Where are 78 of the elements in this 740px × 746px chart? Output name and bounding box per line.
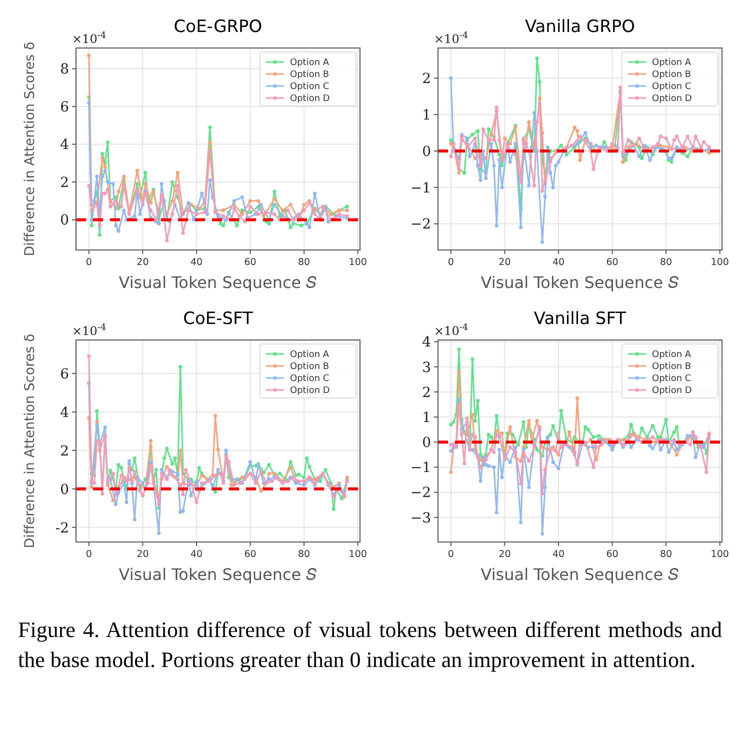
- x-axis-title: Visual Token Sequence 𝑆: [118, 273, 318, 292]
- y-tick-label: 4: [422, 334, 432, 351]
- x-tick-label: 100: [710, 549, 729, 560]
- y-axis-title: Difference in Attention Scores δ: [22, 42, 38, 256]
- y-tick-label: 3: [422, 360, 431, 376]
- text: ×10$^{-4}$: [72, 31, 106, 46]
- legend-label: Option A: [652, 350, 692, 360]
- text: ×10$^{-4}$: [434, 323, 468, 338]
- x-tick-label: 40: [552, 549, 565, 560]
- x-tick-label: 100: [348, 257, 367, 268]
- y-tick-label: 0: [60, 482, 69, 498]
- y-tick-label: 0: [422, 435, 431, 452]
- legend-label: Option B: [652, 70, 692, 80]
- y-tick-label: 6: [60, 366, 70, 382]
- x-axis-title: Visual Token Sequence 𝑆: [118, 565, 318, 584]
- y-tick-label: 1: [422, 410, 431, 426]
- x-tick-label: 100: [710, 257, 729, 268]
- x-tick-label: 0: [448, 549, 454, 560]
- chart-title: Vanilla GRPO: [524, 17, 636, 37]
- x-tick-label: 60: [606, 257, 618, 268]
- legend-label: Option B: [290, 362, 330, 372]
- y-tick-label: −2: [410, 485, 431, 502]
- x-axis-title: Visual Token Sequence 𝑆: [480, 273, 680, 292]
- x-tick-label: 20: [498, 549, 511, 560]
- legend-label: Option A: [652, 58, 692, 68]
- legend-label: Option A: [290, 58, 330, 68]
- text: ×10$^{-4}$: [434, 31, 468, 46]
- chart-title: Vanilla SFT: [534, 309, 627, 329]
- x-tick-label: 40: [190, 257, 203, 268]
- y-axis-title: Difference in Attention Scores δ: [22, 334, 38, 548]
- legend-label: Option D: [290, 94, 330, 104]
- y-tick-label: 4: [60, 404, 70, 421]
- y-tick-label: 2: [422, 71, 431, 88]
- legend-label: Option D: [652, 94, 692, 104]
- y-tick-label: −1: [410, 180, 431, 196]
- x-tick-label: 0: [86, 549, 92, 560]
- x-tick-label: 60: [606, 549, 618, 560]
- legend-label: Option D: [652, 386, 692, 396]
- chart-title: CoE-GRPO: [174, 17, 262, 37]
- y-tick-label: −2: [410, 216, 431, 233]
- x-tick-label: 40: [190, 549, 203, 560]
- y-tick-label: -2: [55, 520, 69, 536]
- legend-label: Option D: [290, 386, 330, 396]
- caption: Figure 4. Attention difference of visual tokens between different methods and the base model. Portions greater than 0 indicate an improvement in attention.: [17, 616, 723, 674]
- x-axis-title: Visual Token Sequence 𝑆: [480, 565, 680, 584]
- y-tick-label: 8: [60, 62, 69, 78]
- y-tick-label: 2: [60, 174, 69, 191]
- x-tick-label: 80: [298, 257, 310, 268]
- y-tick-label: −1: [410, 460, 431, 476]
- x-tick-label: 80: [660, 549, 672, 560]
- x-tick-label: 20: [136, 257, 149, 268]
- x-tick-label: 0: [448, 257, 454, 268]
- x-tick-label: 60: [244, 257, 256, 268]
- y-tick-label: 6: [60, 99, 70, 116]
- y-tick-label: 0: [422, 144, 431, 160]
- x-tick-label: 40: [552, 257, 565, 268]
- x-tick-label: 80: [298, 549, 310, 560]
- legend-label: Option A: [290, 350, 330, 360]
- x-tick-label: 60: [244, 549, 256, 560]
- y-tick-label: 2: [60, 443, 69, 460]
- chart-title: CoE-SFT: [183, 309, 254, 329]
- legend-label: Option C: [652, 82, 692, 92]
- y-tick-label: 2: [422, 384, 431, 401]
- y-tick-label: 4: [60, 137, 70, 154]
- legend-label: Option B: [652, 362, 692, 372]
- legend-label: Option C: [652, 374, 692, 384]
- legend-label: Option C: [290, 82, 330, 92]
- y-tick-label: −3: [410, 510, 431, 526]
- legend-label: Option C: [290, 374, 330, 384]
- x-tick-label: 80: [660, 257, 672, 268]
- x-tick-label: 100: [348, 549, 367, 560]
- y-tick-label: 1: [422, 108, 431, 124]
- x-tick-label: 0: [86, 257, 92, 268]
- y-tick-label: 0: [60, 212, 69, 229]
- x-tick-label: 20: [498, 257, 511, 268]
- legend-label: Option B: [290, 70, 330, 80]
- x-tick-label: 20: [136, 549, 149, 560]
- text: ×10$^{-4}$: [72, 323, 106, 338]
